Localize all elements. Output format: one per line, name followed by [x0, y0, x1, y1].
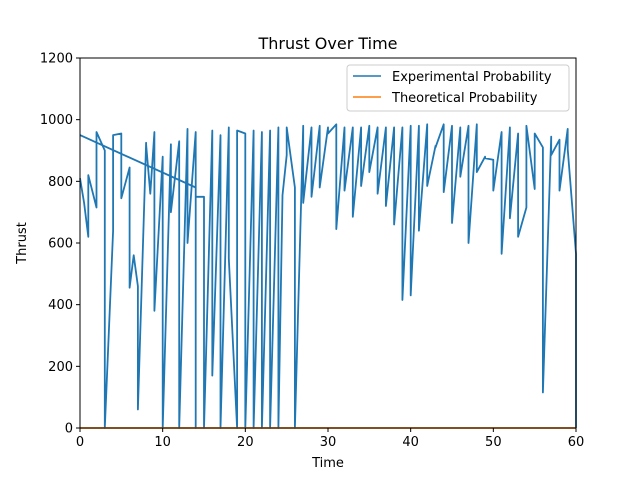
legend: Experimental Probability Theoretical Pro… — [346, 64, 570, 112]
y-axis-label: Thrust — [15, 222, 30, 265]
y-tick-label: 200 — [48, 360, 73, 375]
y-tick-label: 0 — [65, 422, 73, 437]
x-tick-label: 30 — [320, 435, 337, 450]
x-tick-label: 0 — [76, 435, 84, 450]
x-tick-label: 10 — [154, 435, 171, 450]
x-tick-label: 20 — [237, 435, 254, 450]
legend-label-experimental: Experimental Probability — [392, 70, 552, 85]
x-tick-label: 50 — [485, 435, 502, 450]
y-tick-label: 1200 — [40, 52, 73, 67]
y-tick-label: 800 — [48, 175, 73, 190]
y-tick-label: 600 — [48, 237, 73, 252]
x-tick-label: 40 — [402, 435, 419, 450]
x-axis-label: Time — [311, 456, 344, 471]
chart-title: Thrust Over Time — [257, 34, 397, 53]
legend-box — [346, 64, 570, 112]
x-axis: 0 10 20 30 40 50 60 — [76, 428, 584, 450]
y-tick-label: 400 — [48, 298, 73, 313]
y-tick-label: 1000 — [40, 113, 73, 128]
y-axis: 0 200 400 600 800 1000 1200 — [40, 52, 80, 437]
legend-label-theoretical: Theoretical Probability — [391, 91, 538, 106]
x-tick-label: 60 — [568, 435, 585, 450]
series-segment-experimental-probability — [79, 134, 197, 189]
series-line-experimental-probability — [79, 123, 577, 429]
